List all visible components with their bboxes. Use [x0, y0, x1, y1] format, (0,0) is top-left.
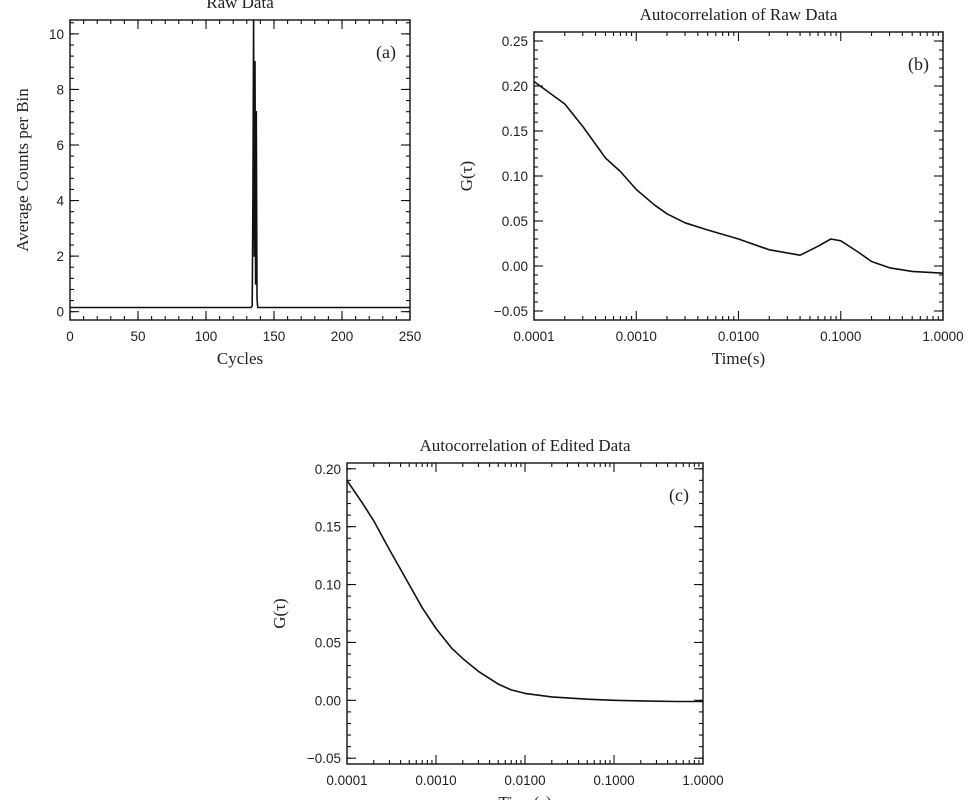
- x-tick-label: 0.0010: [415, 773, 456, 788]
- y-tick-label: 0.20: [315, 462, 341, 477]
- x-tick-label: 200: [331, 329, 354, 344]
- y-tick-label: 0.05: [502, 214, 528, 229]
- y-tick-label: 0.05: [315, 635, 341, 650]
- x-tick-label: 1.0000: [922, 329, 963, 344]
- x-tick-label: 250: [399, 329, 422, 344]
- plot-frame: [533, 31, 944, 321]
- panel-label: (b): [908, 54, 929, 75]
- x-tick-label: 100: [195, 329, 218, 344]
- y-tick-label: 10: [49, 27, 64, 42]
- y-tick-label: 6: [56, 138, 64, 153]
- y-tick-label: 0.10: [502, 169, 528, 184]
- chart-title: Raw Data: [206, 0, 274, 12]
- series-line: [70, 19, 410, 309]
- chart-panel-c: 0.0001 0.0010 0.0100 0.1000 1.0000 −0.05 0.00 0…: [270, 436, 724, 800]
- y-tick-label: 0.15: [315, 520, 341, 535]
- y-tick-label: 0: [56, 305, 64, 320]
- y-tick-label: 0.20: [502, 79, 528, 94]
- x-tick-label: 0.1000: [593, 773, 634, 788]
- series-line: [533, 80, 944, 274]
- x-tick-label: 50: [130, 329, 145, 344]
- y-tick-label: 0.00: [502, 259, 528, 274]
- x-tick-label: 1.0000: [682, 773, 723, 788]
- chart-panel-a: 0 50 100 150 200 250 0 2 4 6 8 10 Raw Data Cycles Aver…: [13, 0, 421, 368]
- x-axis-label: Time(s): [498, 793, 551, 800]
- y-axis-label: G(τ): [270, 598, 289, 628]
- chart-panel-b: 0.0001 0.0010 0.0100 0.1000 1.0000 −0.05 0.00 0…: [457, 5, 964, 368]
- y-tick-label: 0.15: [502, 124, 528, 139]
- panel-label: (a): [376, 42, 396, 63]
- x-tick-label: 0.0001: [513, 329, 554, 344]
- y-tick-label: 0.10: [315, 578, 341, 593]
- x-tick-label: 0.1000: [820, 329, 861, 344]
- x-tick-label: 0: [66, 329, 74, 344]
- x-axis-label: Cycles: [217, 349, 263, 368]
- panel-label: (c): [669, 485, 689, 506]
- y-tick-label: −0.05: [307, 751, 341, 766]
- y-tick-label: 8: [56, 82, 64, 97]
- chart-title: Autocorrelation of Raw Data: [640, 5, 838, 24]
- plot-frame: [346, 462, 704, 765]
- x-tick-label: 150: [263, 329, 286, 344]
- x-tick-label: 0.0010: [616, 329, 657, 344]
- x-tick-label: 0.0001: [326, 773, 367, 788]
- y-axis-label: G(τ): [457, 161, 476, 191]
- y-axis-label: Average Counts per Bin: [13, 88, 32, 252]
- x-axis-label: Time(s): [712, 349, 765, 368]
- y-tick-label: 4: [56, 194, 64, 209]
- y-tick-label: −0.05: [494, 304, 528, 319]
- x-tick-label: 0.0100: [718, 329, 759, 344]
- y-tick-label: 0.00: [315, 693, 341, 708]
- plot-frame: [69, 19, 411, 321]
- chart-title: Autocorrelation of Edited Data: [419, 436, 630, 455]
- y-tick-label: 0.25: [502, 34, 528, 49]
- series-line: [346, 479, 703, 703]
- y-tick-label: 2: [56, 249, 64, 264]
- x-tick-label: 0.0100: [504, 773, 545, 788]
